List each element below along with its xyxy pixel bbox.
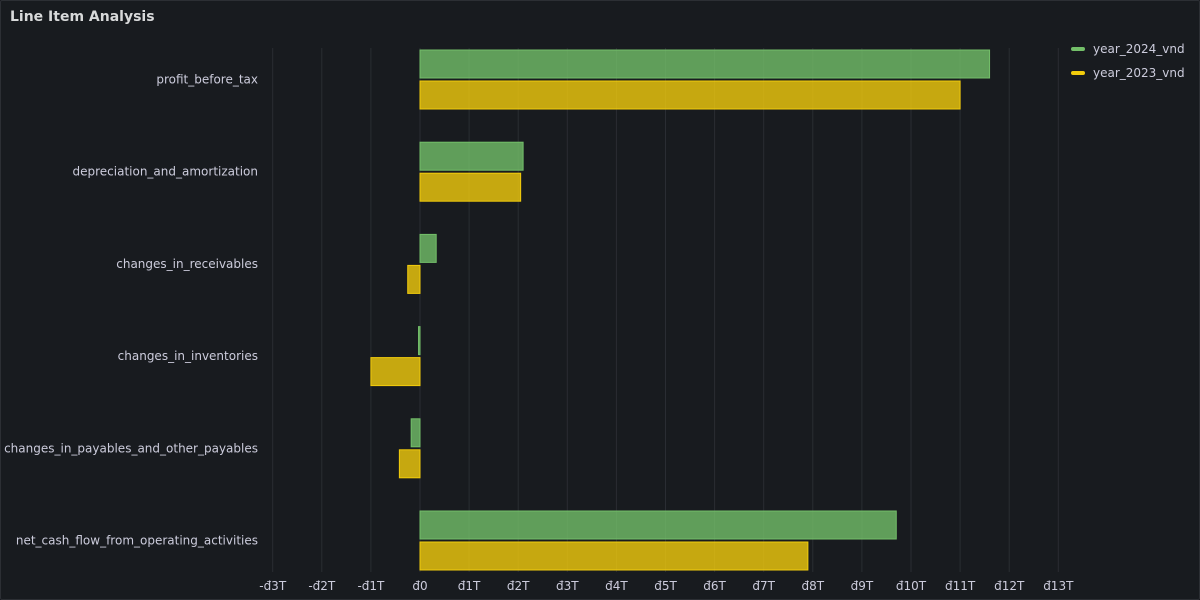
- x-tick-label: đ10T: [896, 579, 927, 593]
- bar-year_2024_vnd-changes_in_receivables: [419, 233, 437, 263]
- x-tick-label: đ12T: [994, 579, 1025, 593]
- legend-swatch-year_2024_vnd: [1071, 47, 1085, 51]
- bar-year_2023_vnd-changes_in_receivables: [407, 264, 421, 294]
- bar-year_2024_vnd-profit_before_tax: [419, 49, 991, 79]
- bar-year_2023_vnd-changes_in_inventories: [370, 357, 421, 387]
- x-tick-label: đ4T: [605, 579, 628, 593]
- x-tick-label: đ1T: [458, 579, 481, 593]
- bar-year_2024_vnd-depreciation_and_amortization: [419, 141, 524, 171]
- legend-label: year_2024_vnd: [1093, 42, 1185, 56]
- category-label: changes_in_payables_and_other_payables: [4, 441, 258, 455]
- category-label: changes_in_inventories: [118, 349, 258, 363]
- x-tick-label: đ8T: [802, 579, 825, 593]
- bar-year_2023_vnd-net_cash_flow_from_operating_activities: [419, 541, 809, 571]
- x-tick-label: đ13T: [1043, 579, 1074, 593]
- x-tick-label: -đ3T: [259, 579, 287, 593]
- bar-year_2024_vnd-net_cash_flow_from_operating_activities: [419, 510, 897, 540]
- legend-label: year_2023_vnd: [1093, 66, 1185, 80]
- x-tick-label: đ5T: [654, 579, 677, 593]
- bar-year_2023_vnd-depreciation_and_amortization: [419, 172, 522, 202]
- x-tick-label: đ2T: [507, 579, 530, 593]
- legend-swatch-year_2023_vnd: [1071, 71, 1085, 75]
- x-tick-label: đ0: [412, 579, 427, 593]
- category-label: profit_before_tax: [156, 73, 258, 87]
- category-label: changes_in_receivables: [116, 257, 258, 271]
- x-tick-label: đ7T: [752, 579, 775, 593]
- bar-year_2023_vnd-profit_before_tax: [419, 80, 961, 110]
- category-label: net_cash_flow_from_operating_activities: [16, 534, 258, 548]
- bar-year_2023_vnd-changes_in_payables_and_other_payables: [398, 449, 421, 479]
- x-tick-label: đ9T: [851, 579, 874, 593]
- x-tick-label: đ11T: [945, 579, 976, 593]
- bar-year_2024_vnd-changes_in_inventories: [418, 326, 421, 356]
- panel-title: Line Item Analysis: [10, 9, 155, 25]
- bar-year_2024_vnd-changes_in_payables_and_other_payables: [410, 418, 421, 448]
- x-tick-label: -đ2T: [308, 579, 336, 593]
- x-tick-label: đ6T: [703, 579, 726, 593]
- x-tick-label: đ3T: [556, 579, 579, 593]
- category-label: depreciation_and_amortization: [72, 165, 258, 179]
- x-tick-label: -đ1T: [357, 579, 385, 593]
